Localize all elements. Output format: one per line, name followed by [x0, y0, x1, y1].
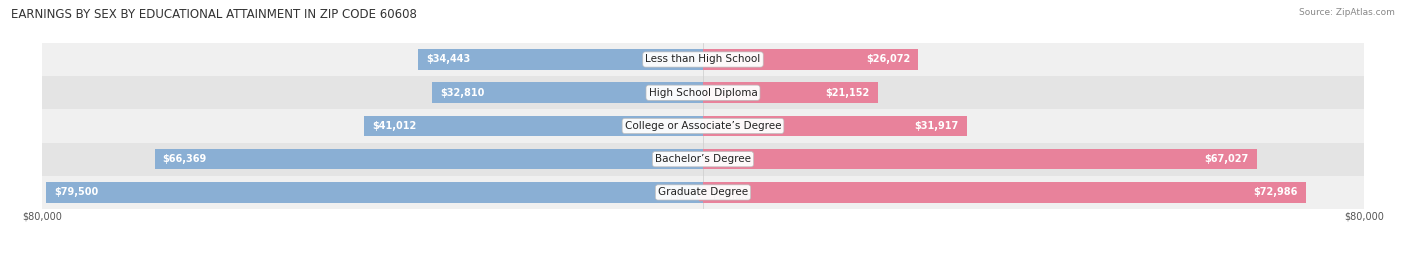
- Bar: [703, 149, 1257, 169]
- Text: $32,810: $32,810: [440, 88, 484, 98]
- Bar: [703, 49, 918, 70]
- Bar: [42, 176, 1364, 209]
- Legend: Male, Female: Male, Female: [651, 187, 755, 206]
- Bar: [432, 83, 703, 103]
- Bar: [703, 182, 1306, 203]
- Text: College or Associate’s Degree: College or Associate’s Degree: [624, 121, 782, 131]
- Text: $31,917: $31,917: [914, 121, 959, 131]
- Text: Graduate Degree: Graduate Degree: [658, 187, 748, 198]
- Bar: [703, 116, 967, 136]
- Bar: [42, 109, 1364, 143]
- Text: $21,152: $21,152: [825, 88, 870, 98]
- Bar: [42, 143, 1364, 176]
- Bar: [364, 116, 703, 136]
- Text: $67,027: $67,027: [1205, 154, 1249, 164]
- Text: $79,500: $79,500: [55, 187, 98, 198]
- Bar: [703, 83, 877, 103]
- Text: High School Diploma: High School Diploma: [648, 88, 758, 98]
- Text: $72,986: $72,986: [1254, 187, 1298, 198]
- Text: $41,012: $41,012: [373, 121, 416, 131]
- Text: Source: ZipAtlas.com: Source: ZipAtlas.com: [1299, 8, 1395, 17]
- Bar: [155, 149, 703, 169]
- Text: Bachelor’s Degree: Bachelor’s Degree: [655, 154, 751, 164]
- Bar: [419, 49, 703, 70]
- Bar: [42, 76, 1364, 109]
- Text: $26,072: $26,072: [866, 54, 911, 65]
- Text: Less than High School: Less than High School: [645, 54, 761, 65]
- Text: $34,443: $34,443: [426, 54, 471, 65]
- Bar: [42, 43, 1364, 76]
- Text: EARNINGS BY SEX BY EDUCATIONAL ATTAINMENT IN ZIP CODE 60608: EARNINGS BY SEX BY EDUCATIONAL ATTAINMEN…: [11, 8, 418, 21]
- Bar: [46, 182, 703, 203]
- Text: $66,369: $66,369: [163, 154, 207, 164]
